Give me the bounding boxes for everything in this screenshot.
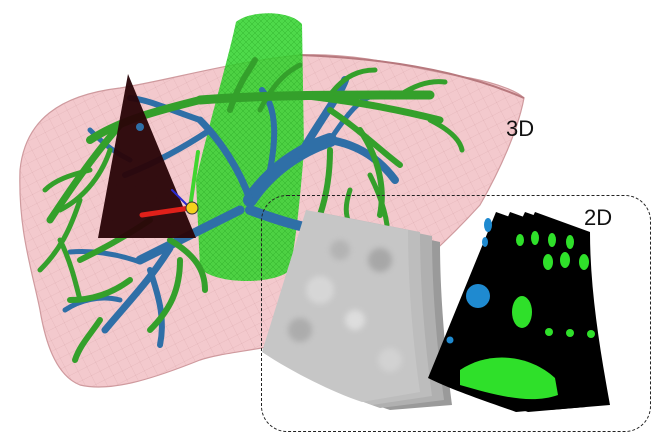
label-2d: 2D: [584, 205, 613, 230]
label-3d: 3D: [506, 116, 535, 141]
probe-axes: [139, 150, 200, 218]
segmentation-fan: [428, 212, 610, 412]
2d-inset-frame: [261, 195, 651, 432]
ultrasound-fan: [262, 210, 452, 410]
slice-plane: [98, 74, 196, 238]
portal-vein-tree: [37, 57, 465, 363]
